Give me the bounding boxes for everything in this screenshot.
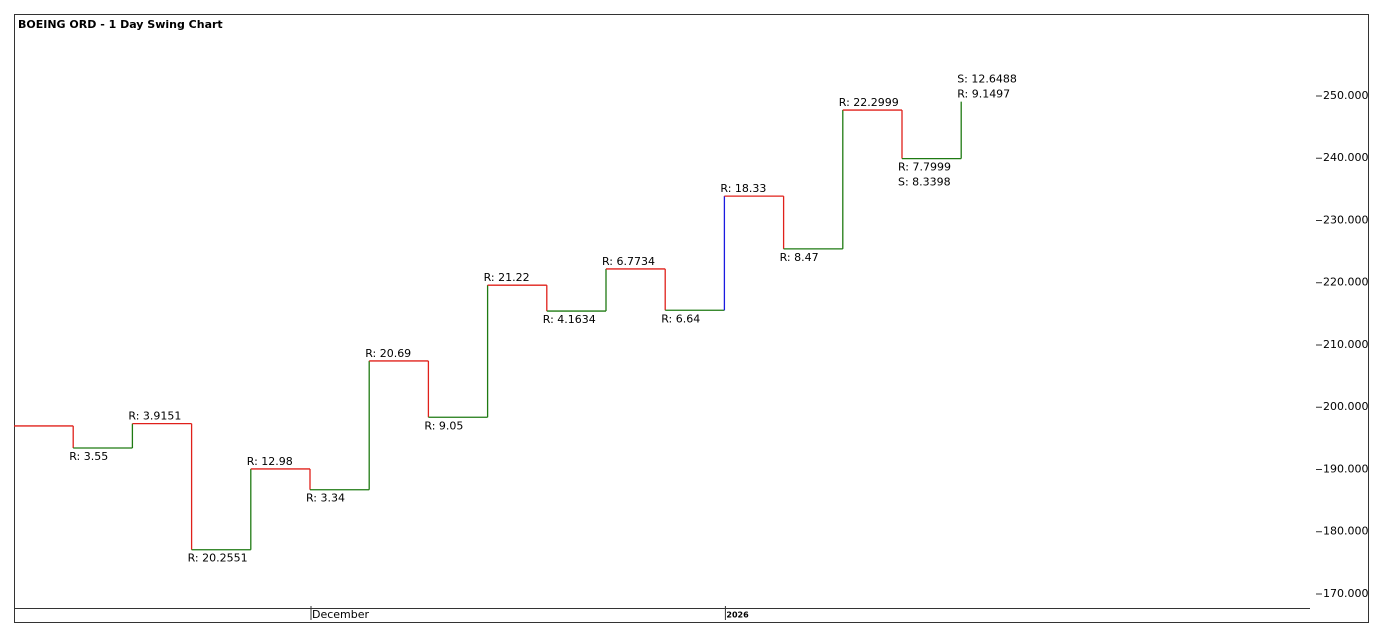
y-tick-label: 170.000 <box>1323 587 1369 600</box>
swing-label: R: 8.47 <box>780 251 819 264</box>
x-marker-label: December <box>312 608 370 621</box>
swing-label: R: 3.9151 <box>128 410 181 423</box>
swing-label: R: 7.7999 <box>898 161 951 174</box>
swing-label: S: 8.3398 <box>898 176 951 189</box>
swing-label: R: 20.2551 <box>188 552 248 565</box>
y-tick-label: 250.000 <box>1323 89 1369 102</box>
y-tick-label: 240.000 <box>1323 151 1369 164</box>
y-tick-label: 200.000 <box>1323 400 1369 413</box>
swing-label: R: 3.55 <box>69 450 108 463</box>
y-tick-label: 230.000 <box>1323 213 1369 226</box>
swing-label: R: 12.98 <box>247 455 293 468</box>
swing-label: R: 18.33 <box>720 182 766 195</box>
swing-label: R: 9.05 <box>424 419 463 432</box>
x-marker-label: 2026 <box>726 611 749 620</box>
y-tick-label: 190.000 <box>1323 462 1369 475</box>
swing-label: R: 9.1497 <box>957 88 1010 101</box>
chart-title: BOEING ORD - 1 Day Swing Chart <box>18 18 223 31</box>
swing-label: R: 22.2999 <box>839 96 899 109</box>
y-tick-label: 220.000 <box>1323 276 1369 289</box>
swing-label: S: 12.6488 <box>957 73 1017 86</box>
swing-label: R: 3.34 <box>306 492 345 505</box>
swing-label: R: 4.1634 <box>543 313 596 326</box>
y-tick-label: 180.000 <box>1323 525 1369 538</box>
swing-label: R: 6.64 <box>661 312 700 325</box>
swing-label: R: 20.69 <box>365 347 411 360</box>
swing-label: R: 6.7734 <box>602 255 655 268</box>
swing-label: R: 21.22 <box>484 271 530 284</box>
chart-frame <box>14 14 1369 623</box>
y-tick-label: 210.000 <box>1323 338 1369 351</box>
